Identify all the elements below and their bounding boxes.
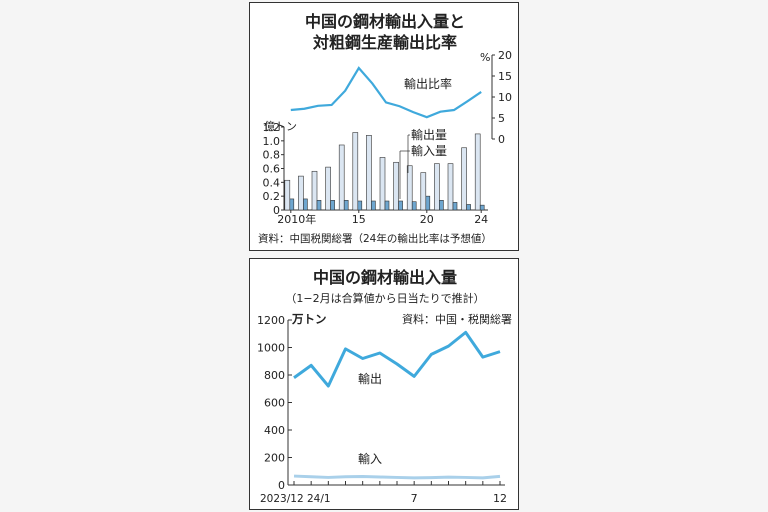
chart1-title-line1: 中国の鋼材輸出入量と xyxy=(305,12,465,31)
chart1-bar-export xyxy=(434,163,440,211)
chart1-bar-export xyxy=(325,166,331,211)
chart1-bar-import xyxy=(357,200,363,211)
chart1-title-line2: 対粗鋼生産輸出比率 xyxy=(312,33,457,52)
chart1-bar-tick-label: 1.0 xyxy=(263,135,281,148)
chart1-bar-import xyxy=(452,202,458,211)
chart2-line-export xyxy=(293,330,501,388)
chart1-bar-import xyxy=(371,200,376,211)
chart1-bar-import xyxy=(289,198,295,211)
chart1-label-export: 輸出量 xyxy=(411,127,447,142)
chart1-bar-import xyxy=(398,200,403,211)
chart1-x-tick-label: 24 xyxy=(474,213,488,226)
chart1-bar-tick-label: 0.6 xyxy=(263,163,281,176)
chart2-y-tick-label: 1000 xyxy=(257,342,285,355)
chart1-line-tick-label: 5 xyxy=(498,112,505,125)
chart1-bar-export xyxy=(420,172,427,211)
chart1-bar-import xyxy=(316,200,322,211)
chart1-line-tick-label: 15 xyxy=(498,70,512,83)
chart1-bar-export xyxy=(393,161,399,211)
chart1-source: 資料：中国税関総署（24年の輸出比率は予想値） xyxy=(258,232,492,245)
chart2-x-tick-label: 2023/12 24/1 xyxy=(260,493,331,505)
chart1-bar-import xyxy=(466,204,471,211)
chart-export-import-ratio: 中国の鋼材輸出入量と 対粗鋼生産輸出比率 % 億トン 資料：中国税関総署（24年… xyxy=(258,12,512,245)
chart1-bar-tick-label: 0.4 xyxy=(263,176,281,189)
chart2-title: 中国の鋼材輸出入量 xyxy=(313,268,457,287)
chart1-label-ratio: 輸出比率 xyxy=(404,76,452,91)
chart1-x-tick-label: 15 xyxy=(352,213,366,226)
chart2-y-tick-label: 200 xyxy=(264,452,285,465)
chart2-source: 資料：中国・税関総署 xyxy=(402,312,512,326)
chart1-bar-tick-label: 0.8 xyxy=(263,149,281,162)
chart1-bar-import xyxy=(330,200,335,211)
chart1-bar-import xyxy=(343,200,349,211)
chart1-bar-tick-label: 0.2 xyxy=(263,190,281,203)
chart1-line-tick-label: 20 xyxy=(498,49,512,62)
chart1-bar-export xyxy=(379,157,386,211)
chart1-bar-import xyxy=(425,195,431,211)
chart2-label-import: 輸入 xyxy=(358,451,382,466)
chart1-bar-import xyxy=(303,198,308,211)
chart1-bar-export xyxy=(474,133,481,211)
chart2-subtitle: （1−2月は合算値から日当たりで推計） xyxy=(285,291,484,305)
chart1-bar-export xyxy=(338,144,345,211)
chart1-bar-export xyxy=(366,135,372,211)
chart2-y-tick-label: 0 xyxy=(278,479,285,492)
chart2-line-import xyxy=(293,474,501,480)
chart1-bar-export xyxy=(406,165,413,211)
chart1-bar-unit: 億トン xyxy=(264,120,297,133)
chart1-line-unit: % xyxy=(480,51,490,64)
chart1-bar-import xyxy=(411,201,417,211)
chart1-line-ratio xyxy=(290,66,482,119)
chart1-x-tick-label: 2010年 xyxy=(277,212,316,226)
chart1-x-tick-label: 20 xyxy=(420,213,434,226)
chart-panel-export-ratio: 中国の鋼材輸出入量と 対粗鋼生産輸出比率 % 億トン 資料：中国税関総署（24年… xyxy=(249,2,519,251)
chart1-bar-export xyxy=(284,179,291,211)
chart1-bar-export xyxy=(352,132,359,211)
chart2-y-tick-label: 400 xyxy=(264,424,285,437)
chart1-bar-export xyxy=(447,163,454,211)
chart2-y-tick-label: 1200 xyxy=(257,314,285,327)
chart2-y-tick-label: 600 xyxy=(264,397,285,410)
chart-panel-monthly: 中国の鋼材輸出入量 （1−2月は合算値から日当たりで推計） 万トン 資料：中国・… xyxy=(249,258,519,510)
chart-monthly-export-import: 中国の鋼材輸出入量 （1−2月は合算値から日当たりで推計） 万トン 資料：中国・… xyxy=(257,268,512,505)
chart1-bar-import xyxy=(479,204,485,211)
chart2-unit: 万トン xyxy=(291,312,327,326)
chart1-bar-import xyxy=(384,200,390,211)
chart1-bar-export xyxy=(461,147,467,211)
chart2-x-tick-label: 7 xyxy=(411,492,418,505)
chart2-y-tick-label: 800 xyxy=(264,369,285,382)
chart1-bar-tick-label: 1.2 xyxy=(263,121,281,134)
chart2-label-export: 輸出 xyxy=(358,371,382,386)
chart1-bar-import xyxy=(439,200,444,211)
chart1-bar-export xyxy=(298,175,304,211)
chart1-bar-export xyxy=(311,170,318,211)
chart1-line-tick-label: 0 xyxy=(498,133,505,146)
chart1-label-import: 輸入量 xyxy=(411,143,447,158)
chart1-bar-tick-label: 0 xyxy=(273,204,280,217)
chart2-x-tick-label: 12 xyxy=(493,492,507,505)
chart1-line-tick-label: 10 xyxy=(498,91,512,104)
